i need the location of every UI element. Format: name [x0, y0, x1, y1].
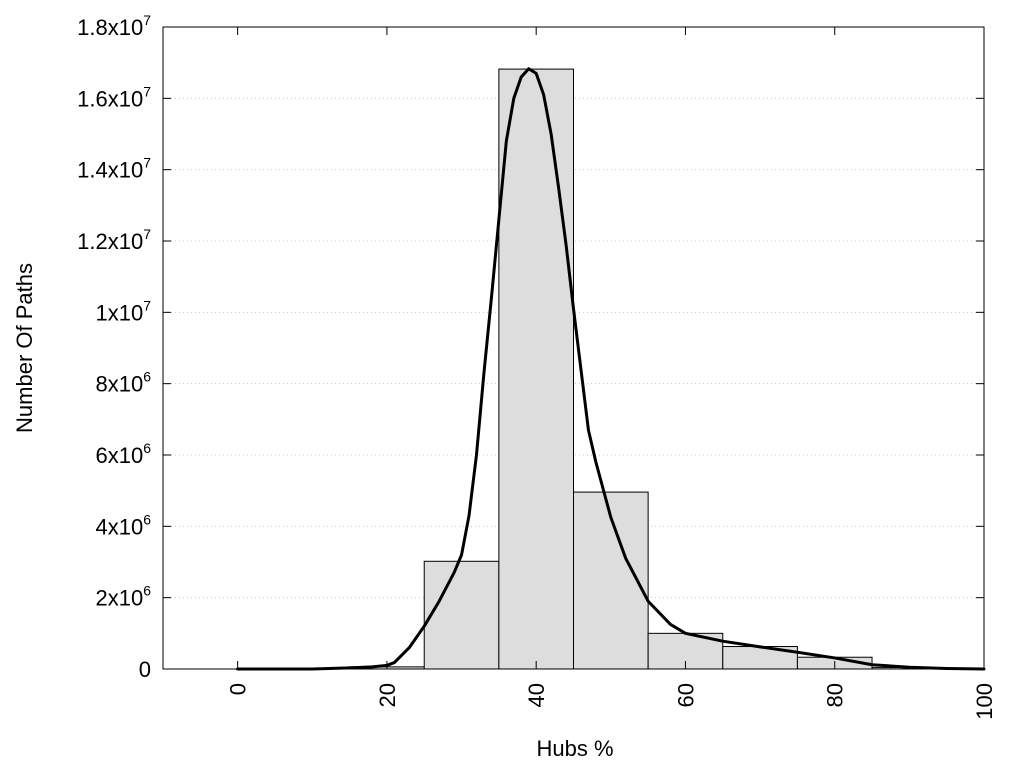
x-tick-label: 100 — [972, 683, 997, 720]
x-tick-label: 60 — [673, 683, 698, 707]
y-tick-label: 4x106 — [95, 511, 151, 539]
gridlines — [163, 97, 984, 599]
y-axis-title: Number Of Paths — [12, 263, 37, 433]
y-tick-label: 1.6x107 — [77, 83, 151, 111]
bar-30 — [423, 560, 500, 670]
y-tick-label: 8x106 — [95, 369, 151, 397]
x-tick-label: 40 — [524, 683, 549, 707]
x-axis-title: Hubs % — [536, 736, 613, 761]
y-tick-label: 0 — [139, 657, 151, 682]
x-axis: 0 20 40 60 80 100 — [226, 27, 997, 720]
x-tick-label: 0 — [226, 683, 251, 695]
bar-40 — [498, 68, 575, 670]
y-tick-label: 1.8x107 — [77, 12, 151, 40]
x-tick-label: 80 — [823, 683, 848, 707]
bars — [349, 68, 948, 670]
density-curve — [236, 67, 986, 671]
x-tick-label: 20 — [375, 683, 400, 707]
y-tick-label: 1.4x107 — [77, 155, 151, 183]
y-tick-label: 1x107 — [95, 297, 151, 325]
y-axis: 0 2x106 4x106 6x106 8x106 1x107 1.2x107 1.4x107… — [77, 12, 984, 682]
y-tick-label: 6x106 — [95, 440, 151, 468]
y-tick-label: 2x106 — [95, 583, 151, 611]
plot-frame — [162, 26, 985, 670]
y-tick-label: 1.2x107 — [77, 226, 151, 254]
curve-line — [236, 67, 986, 671]
